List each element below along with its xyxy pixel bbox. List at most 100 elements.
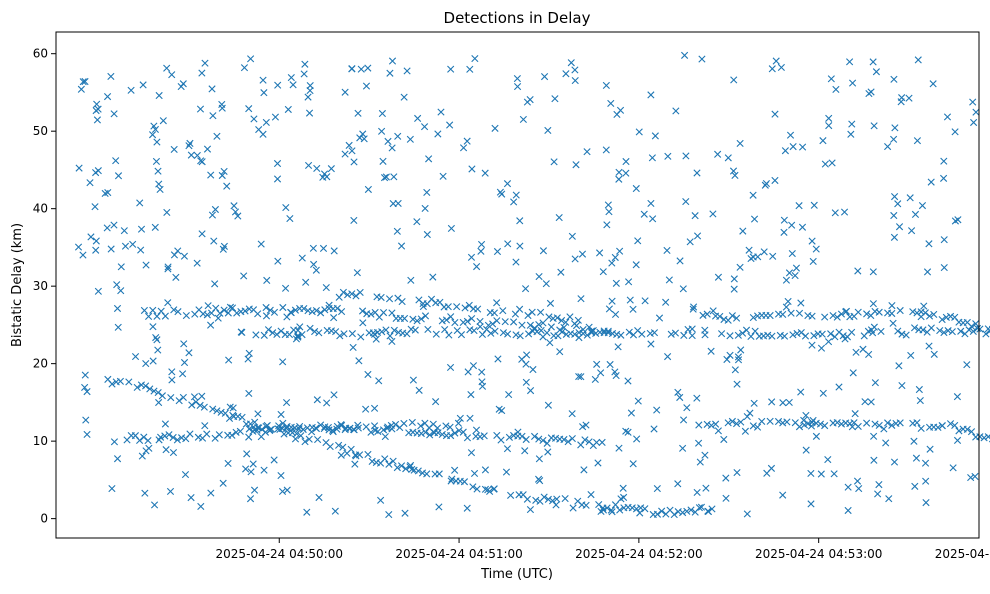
data-point bbox=[374, 428, 382, 436]
data-point bbox=[378, 328, 386, 336]
data-point bbox=[278, 487, 287, 496]
data-point bbox=[913, 419, 921, 427]
data-point bbox=[726, 351, 734, 359]
data-point bbox=[870, 122, 878, 130]
data-point bbox=[619, 484, 627, 492]
data-point bbox=[544, 448, 552, 456]
data-point bbox=[894, 327, 902, 335]
data-point bbox=[762, 180, 771, 188]
data-point bbox=[867, 398, 875, 406]
y-tick-label: 10 bbox=[33, 434, 48, 448]
data-point bbox=[421, 312, 430, 320]
data-point bbox=[535, 321, 543, 329]
data-point bbox=[816, 420, 825, 428]
data-point bbox=[648, 154, 656, 162]
data-point bbox=[577, 373, 585, 381]
data-point bbox=[277, 327, 285, 335]
data-point bbox=[489, 320, 497, 328]
data-point bbox=[785, 269, 794, 277]
data-point bbox=[447, 432, 455, 440]
data-point bbox=[411, 326, 419, 334]
data-point bbox=[207, 489, 215, 497]
data-point bbox=[473, 263, 481, 271]
data-point bbox=[909, 308, 917, 316]
data-point bbox=[331, 507, 339, 515]
data-point bbox=[113, 304, 122, 313]
data-point bbox=[953, 436, 962, 444]
data-point bbox=[140, 433, 148, 441]
data-point bbox=[871, 420, 879, 428]
data-point bbox=[798, 143, 807, 151]
data-point bbox=[129, 240, 137, 248]
data-point bbox=[79, 78, 87, 86]
data-point bbox=[279, 358, 287, 366]
data-point bbox=[810, 332, 818, 340]
data-point bbox=[777, 63, 785, 72]
data-point bbox=[693, 488, 701, 496]
data-point bbox=[231, 208, 240, 216]
data-point bbox=[680, 331, 688, 339]
data-point bbox=[353, 269, 361, 277]
data-point bbox=[532, 496, 540, 504]
data-point bbox=[454, 419, 463, 427]
data-point bbox=[638, 330, 646, 338]
data-point bbox=[510, 198, 518, 206]
data-point bbox=[571, 76, 579, 85]
data-point bbox=[209, 405, 217, 413]
data-point bbox=[889, 319, 897, 327]
data-point bbox=[390, 326, 398, 334]
data-point bbox=[768, 398, 776, 406]
data-point bbox=[870, 432, 878, 440]
data-point bbox=[303, 508, 311, 516]
data-point bbox=[693, 394, 701, 402]
data-point bbox=[920, 302, 928, 310]
data-point bbox=[938, 422, 946, 430]
data-point bbox=[149, 306, 157, 314]
data-point bbox=[481, 169, 489, 177]
data-point bbox=[208, 211, 217, 219]
data-point bbox=[269, 329, 277, 337]
data-point bbox=[200, 403, 208, 411]
data-point bbox=[466, 65, 474, 73]
data-point bbox=[948, 328, 956, 336]
data-point bbox=[754, 253, 762, 261]
data-point bbox=[665, 276, 673, 284]
data-point bbox=[662, 298, 670, 306]
data-point bbox=[640, 210, 648, 218]
data-point bbox=[793, 329, 801, 338]
data-point bbox=[203, 430, 211, 438]
data-point bbox=[481, 485, 490, 493]
data-point bbox=[208, 85, 216, 93]
data-point bbox=[473, 485, 481, 493]
data-point bbox=[632, 261, 640, 269]
data-point bbox=[375, 377, 383, 385]
data-point bbox=[763, 469, 771, 477]
data-point bbox=[155, 398, 163, 407]
data-point bbox=[149, 323, 157, 331]
data-point bbox=[841, 335, 849, 343]
data-point bbox=[714, 427, 722, 435]
data-point bbox=[907, 227, 916, 235]
data-point bbox=[779, 310, 787, 319]
data-point bbox=[611, 253, 619, 262]
data-point bbox=[732, 314, 741, 322]
data-point bbox=[651, 132, 659, 140]
data-point bbox=[180, 252, 189, 260]
data-point bbox=[476, 433, 484, 441]
data-point bbox=[459, 318, 467, 326]
data-point bbox=[187, 494, 195, 502]
data-point bbox=[207, 171, 215, 179]
data-point bbox=[507, 491, 515, 499]
data-point bbox=[370, 404, 379, 412]
data-point bbox=[354, 424, 362, 432]
data-point bbox=[91, 203, 99, 211]
data-point bbox=[854, 422, 862, 431]
data-point bbox=[821, 160, 829, 168]
data-point bbox=[447, 65, 455, 73]
data-point bbox=[357, 65, 365, 73]
data-point bbox=[254, 310, 262, 318]
data-point bbox=[216, 309, 224, 317]
data-point bbox=[296, 422, 304, 431]
data-point bbox=[605, 208, 613, 216]
data-point bbox=[161, 420, 169, 428]
